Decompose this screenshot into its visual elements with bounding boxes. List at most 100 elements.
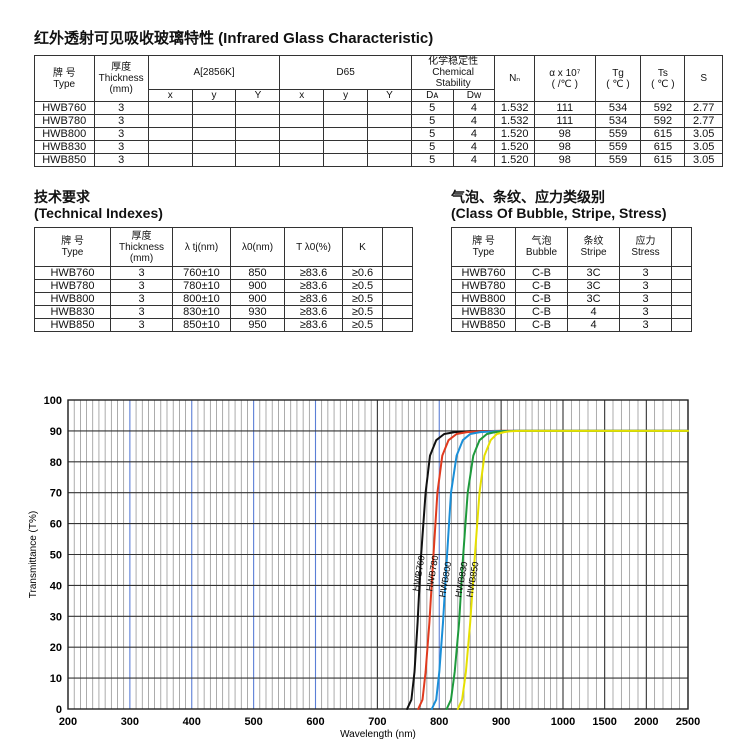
- header-thickness: 厚度 Thickness (mm): [93, 55, 149, 102]
- series-line-hwb850: [456, 429, 689, 710]
- cell-s: 3.05: [684, 153, 723, 167]
- cell-alpha: 111: [534, 101, 596, 115]
- cell-empty: [191, 114, 237, 128]
- cell-type: HWB760: [451, 266, 516, 280]
- cell-empty: [191, 153, 237, 167]
- cell-nd: 1.532: [494, 114, 536, 128]
- cell-empty: [279, 114, 325, 128]
- cell-k: ≥0.6: [342, 266, 383, 280]
- technical-indexes-title: 技术要求 (Technical Indexes): [34, 189, 163, 221]
- cell-dw: 4: [452, 101, 496, 115]
- cell-alpha: 111: [534, 114, 596, 128]
- table-row: HWB800 3 800±10 900 ≥83.6 ≥0.5: [34, 292, 413, 306]
- cell-empty: [671, 305, 692, 319]
- cell-alpha: 98: [534, 140, 596, 154]
- header-type: 牌 号 Type: [451, 227, 516, 267]
- cell-empty: [367, 101, 412, 115]
- x-tick-label: 2500: [676, 716, 700, 728]
- cell-stress: 3: [619, 279, 672, 293]
- table-row: HWB760 3 5 4 1.532 111 534 592 2.77: [34, 101, 723, 115]
- y-axis-label: Transmittance (T%): [28, 511, 39, 598]
- cell-empty: [671, 292, 692, 306]
- header-tg: Tg ( ℃ ): [594, 55, 642, 102]
- cell-empty: [147, 114, 193, 128]
- technical-indexes-table: 牌 号 Type 厚度 Thickness (mm) λ tj(nm) λ0(n…: [34, 227, 413, 332]
- cell-k: ≥0.5: [342, 292, 383, 306]
- x-tick-label: 500: [244, 716, 262, 728]
- cell-type: HWB780: [451, 279, 516, 293]
- header-type: 牌 号 Type: [34, 227, 111, 267]
- cell-empty: [323, 114, 369, 128]
- cell-type: HWB800: [34, 127, 95, 141]
- header-stress: 应力 Stress: [619, 227, 672, 267]
- header-lambda-tj: λ tj(nm): [172, 227, 231, 267]
- y-tick-label: 0: [56, 704, 62, 716]
- table-row: HWB760 3 760±10 850 ≥83.6 ≥0.6: [34, 266, 413, 280]
- cell-s: 3.05: [684, 140, 723, 154]
- cell-thickness: 3: [93, 153, 149, 167]
- cell-ts: 615: [640, 127, 686, 141]
- cell-ts: 592: [640, 114, 686, 128]
- cell-tg: 534: [594, 101, 642, 115]
- y-tick-label: 40: [50, 580, 62, 592]
- cell-stripe: 3C: [567, 279, 620, 293]
- header-lambda0: λ0(nm): [230, 227, 285, 267]
- cell-k: ≥0.5: [342, 305, 383, 319]
- cell-s: 2.77: [684, 101, 723, 115]
- cell-stripe: 4: [567, 318, 620, 332]
- header-empty: [382, 227, 413, 267]
- bubble-stripe-stress-table: 牌 号 Type 气泡 Bubble 条纹 Stripe 应力 Stress H…: [451, 227, 692, 332]
- cell-stripe: 3C: [567, 292, 620, 306]
- transmittance-chart: 0 10 20 30 40 50 60 70 80 90 100 200 300 400 500 600 700…: [28, 395, 700, 740]
- cell-stress: 3: [619, 318, 672, 332]
- cell-tg: 559: [594, 153, 642, 167]
- cell-k: ≥0.5: [342, 318, 383, 332]
- cell-tg: 534: [594, 114, 642, 128]
- cell-thickness: 3: [93, 101, 149, 115]
- y-tick-label: 80: [50, 457, 62, 469]
- cell-bubble: C-B: [515, 305, 568, 319]
- header-a2856k: A[2856K]: [147, 55, 281, 90]
- cell-type: HWB780: [34, 279, 111, 293]
- cell-dw: 4: [452, 127, 496, 141]
- cell-empty: [671, 318, 692, 332]
- cell-empty: [147, 153, 193, 167]
- cell-dw: 4: [452, 153, 496, 167]
- cell-empty: [279, 101, 325, 115]
- cell-empty: [671, 279, 692, 293]
- cell-lambda-tj: 850±10: [172, 318, 231, 332]
- x-tick-label: 1500: [592, 716, 616, 728]
- cell-empty: [235, 153, 281, 167]
- header-nd: Nₙ: [494, 55, 536, 102]
- cell-empty: [367, 153, 412, 167]
- x-tick-label: 2000: [634, 716, 658, 728]
- cell-stripe: 4: [567, 305, 620, 319]
- cell-lambda0: 900: [230, 279, 285, 293]
- cell-tg: 559: [594, 140, 642, 154]
- cell-empty: [382, 318, 413, 332]
- cell-empty: [382, 279, 413, 293]
- x-tick-label: 300: [121, 716, 139, 728]
- cell-empty: [323, 101, 369, 115]
- cell-empty: [671, 266, 692, 280]
- cell-k: ≥0.5: [342, 279, 383, 293]
- y-tick-label: 90: [50, 426, 62, 438]
- cell-t-lambda0: ≥83.6: [284, 266, 343, 280]
- y-tick-label: 10: [50, 673, 62, 685]
- header-bubble: 气泡 Bubble: [515, 227, 568, 267]
- y-tick-label: 30: [50, 611, 62, 623]
- cell-type: HWB760: [34, 266, 111, 280]
- cell-thickness: 3: [93, 114, 149, 128]
- cell-empty: [235, 140, 281, 154]
- cell-empty: [147, 140, 193, 154]
- header-ts: Ts ( ℃ ): [640, 55, 686, 102]
- cell-empty: [367, 140, 412, 154]
- x-tick-label: 800: [430, 716, 448, 728]
- cell-lambda0: 950: [230, 318, 285, 332]
- cell-lambda-tj: 780±10: [172, 279, 231, 293]
- y-tick-label: 50: [50, 550, 62, 562]
- cell-s: 3.05: [684, 127, 723, 141]
- cell-stripe: 3C: [567, 266, 620, 280]
- cell-type: HWB760: [34, 101, 95, 115]
- table-row: HWB830 3 5 4 1.520 98 559 615 3.05: [34, 140, 723, 154]
